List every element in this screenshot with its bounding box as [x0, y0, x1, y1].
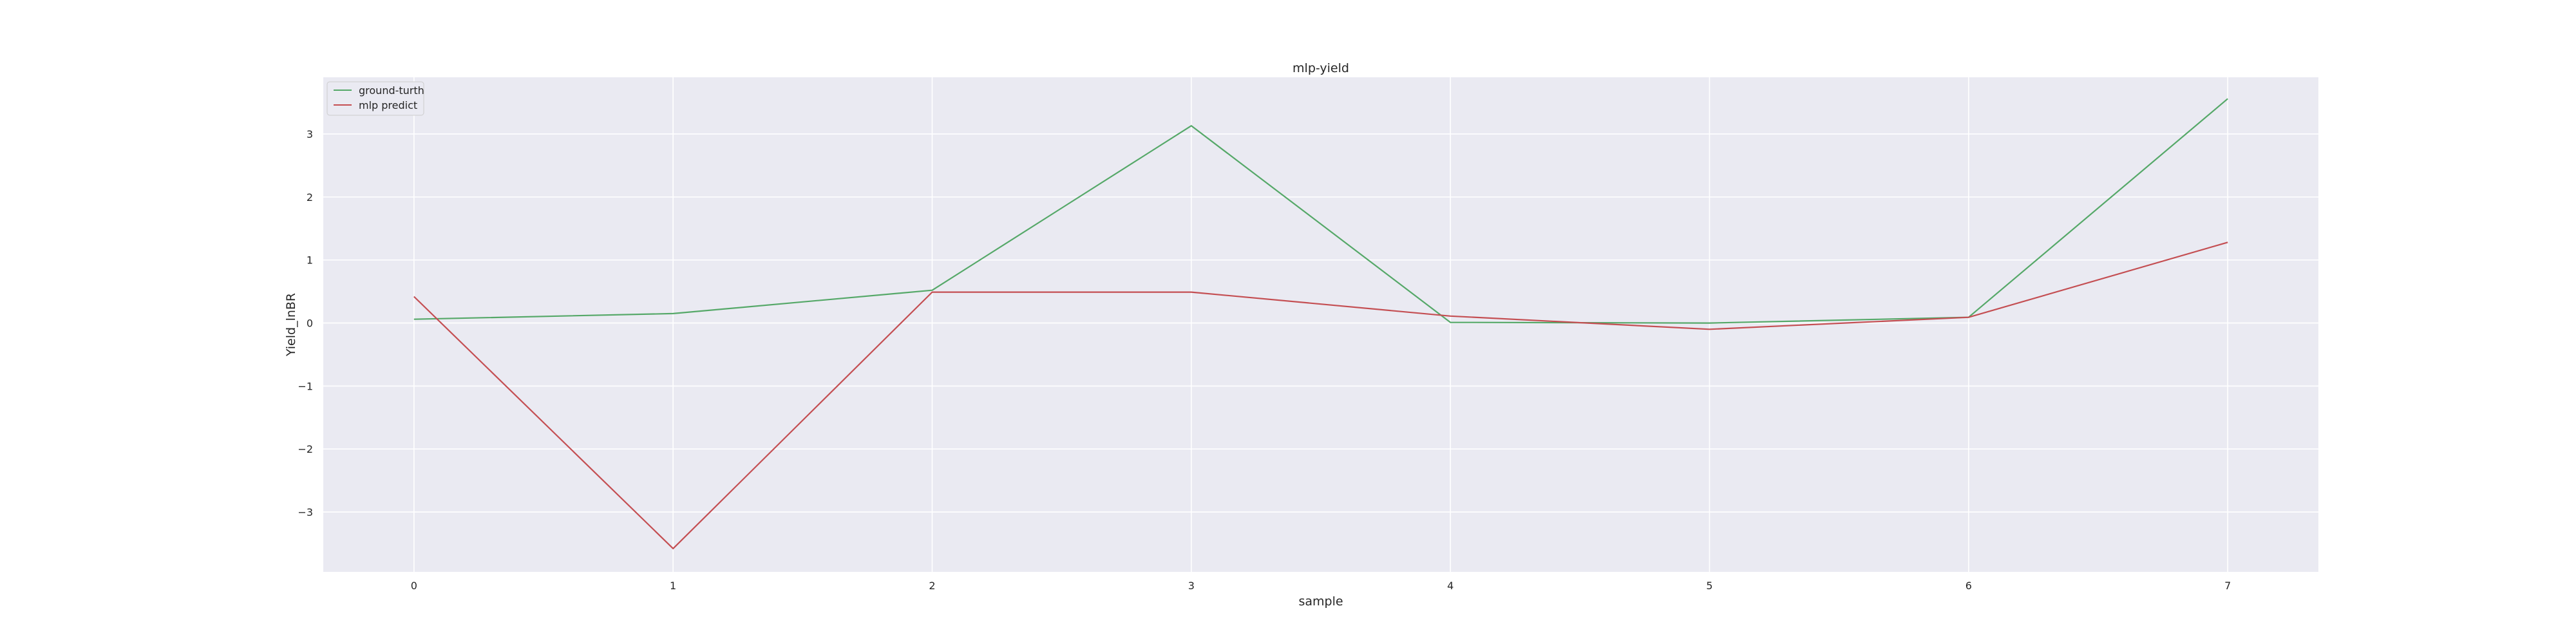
y-tick-label: −1	[298, 380, 313, 392]
x-axis-label: sample	[1298, 594, 1343, 609]
series-line-mlp-predict	[413, 242, 2228, 549]
x-tick-label: 3	[1188, 580, 1195, 592]
plot-background	[323, 77, 2318, 572]
grid-lines	[323, 77, 2318, 572]
tick-labels: 0 1 2 3 4 5 6 7 −3 −2 −1 0 1 2 3	[298, 128, 2231, 592]
series-line-ground-turth	[413, 98, 2228, 324]
y-axis-label: Yield_lnBR	[284, 293, 298, 357]
x-tick-label: 0	[411, 580, 417, 592]
y-tick-label: −2	[298, 443, 313, 455]
x-tick-label: 6	[1965, 580, 1972, 592]
x-tick-label: 7	[2224, 580, 2231, 592]
x-tick-label: 2	[929, 580, 935, 592]
series-lines	[413, 98, 2228, 549]
legend-label-ground-turth: ground-turth	[359, 84, 424, 97]
x-tick-label: 1	[670, 580, 676, 592]
y-tick-label: −3	[298, 506, 313, 518]
chart-title: mlp-yield	[1293, 61, 1349, 75]
legend: ground-turth mlp predict	[327, 81, 424, 116]
y-tick-label: 3	[307, 128, 313, 140]
x-tick-label: 5	[1706, 580, 1712, 592]
y-tick-label: 2	[307, 191, 313, 204]
y-tick-label: 0	[307, 317, 313, 330]
legend-label-mlp-predict: mlp predict	[359, 99, 417, 111]
x-tick-label: 4	[1447, 580, 1454, 592]
y-tick-label: 1	[307, 254, 313, 267]
